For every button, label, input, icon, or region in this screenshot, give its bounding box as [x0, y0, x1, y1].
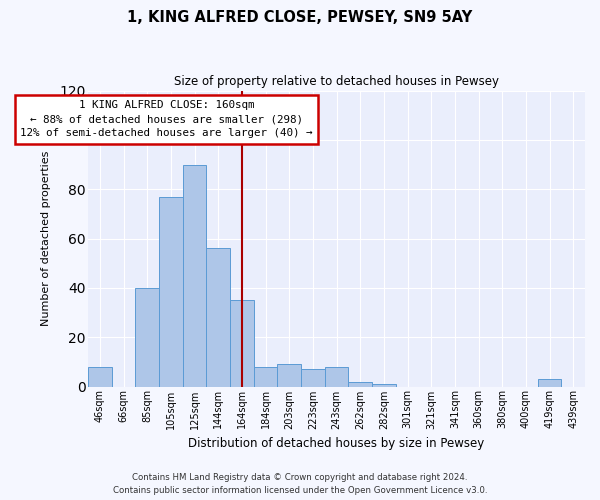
Text: Contains HM Land Registry data © Crown copyright and database right 2024.
Contai: Contains HM Land Registry data © Crown c…	[113, 473, 487, 495]
Bar	[183, 164, 206, 386]
Bar	[349, 382, 372, 386]
Bar	[372, 384, 396, 386]
Bar	[88, 367, 112, 386]
Bar	[277, 364, 301, 386]
Bar	[538, 379, 562, 386]
Text: 1, KING ALFRED CLOSE, PEWSEY, SN9 5AY: 1, KING ALFRED CLOSE, PEWSEY, SN9 5AY	[127, 10, 473, 25]
Bar	[159, 196, 183, 386]
Title: Size of property relative to detached houses in Pewsey: Size of property relative to detached ho…	[174, 75, 499, 88]
Y-axis label: Number of detached properties: Number of detached properties	[41, 151, 50, 326]
X-axis label: Distribution of detached houses by size in Pewsey: Distribution of detached houses by size …	[188, 437, 485, 450]
Text: 1 KING ALFRED CLOSE: 160sqm
← 88% of detached houses are smaller (298)
12% of se: 1 KING ALFRED CLOSE: 160sqm ← 88% of det…	[20, 100, 313, 138]
Bar	[254, 367, 277, 386]
Bar	[230, 300, 254, 386]
Bar	[136, 288, 159, 386]
Bar	[206, 248, 230, 386]
Bar	[325, 367, 349, 386]
Bar	[301, 369, 325, 386]
